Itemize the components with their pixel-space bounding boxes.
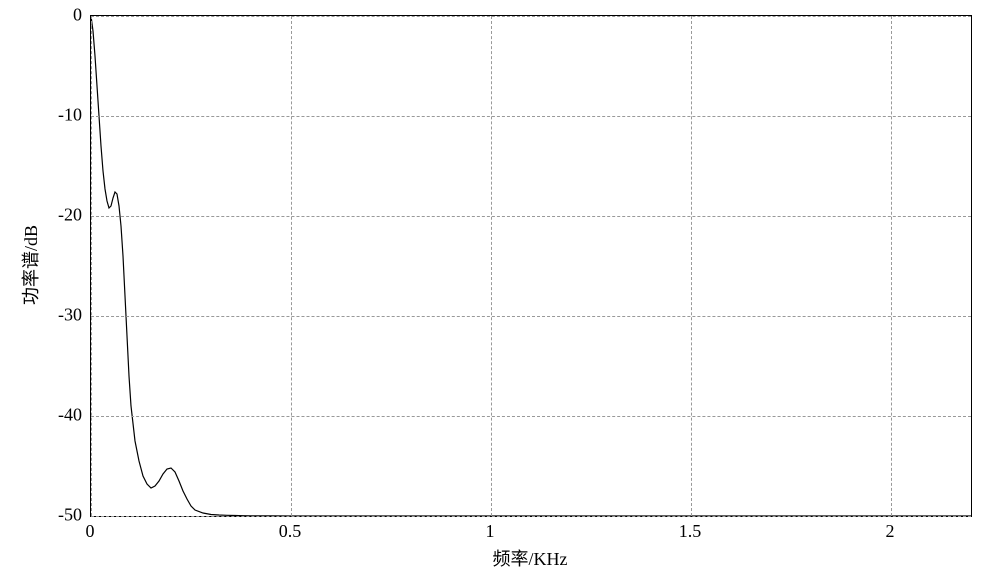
x-axis-label: 频率/KHz — [493, 545, 568, 571]
plot-area — [90, 15, 972, 517]
grid-line-vertical — [491, 16, 492, 516]
y-axis-label: 功率谱/dB — [17, 225, 43, 305]
grid-line-vertical — [291, 16, 292, 516]
y-tick-label: -50 — [58, 505, 82, 526]
x-tick-label: 1.5 — [679, 521, 702, 542]
grid-line-horizontal — [91, 416, 971, 417]
x-tick-label: 2 — [886, 521, 895, 542]
y-tick-label: -10 — [58, 105, 82, 126]
x-tick-label: 0.5 — [279, 521, 302, 542]
grid-line-horizontal — [91, 116, 971, 117]
grid-line-horizontal — [91, 16, 971, 17]
grid-line-vertical — [891, 16, 892, 516]
grid-line-horizontal — [91, 216, 971, 217]
y-tick-label: -20 — [58, 205, 82, 226]
x-tick-label: 0 — [86, 521, 95, 542]
grid-line-vertical — [691, 16, 692, 516]
spectrum-line — [91, 16, 971, 516]
spectrum-chart: -50 -40 -30 -20 -10 0 0 0.5 1 1.5 2 功率谱/dB 频率/KHz — [0, 0, 1000, 582]
y-tick-label: -40 — [58, 405, 82, 426]
y-tick-label: -30 — [58, 305, 82, 326]
x-tick-label: 1 — [486, 521, 495, 542]
grid-line-horizontal — [91, 316, 971, 317]
grid-line-vertical — [91, 16, 92, 516]
y-tick-label: 0 — [73, 5, 82, 26]
grid-line-horizontal — [91, 516, 971, 517]
